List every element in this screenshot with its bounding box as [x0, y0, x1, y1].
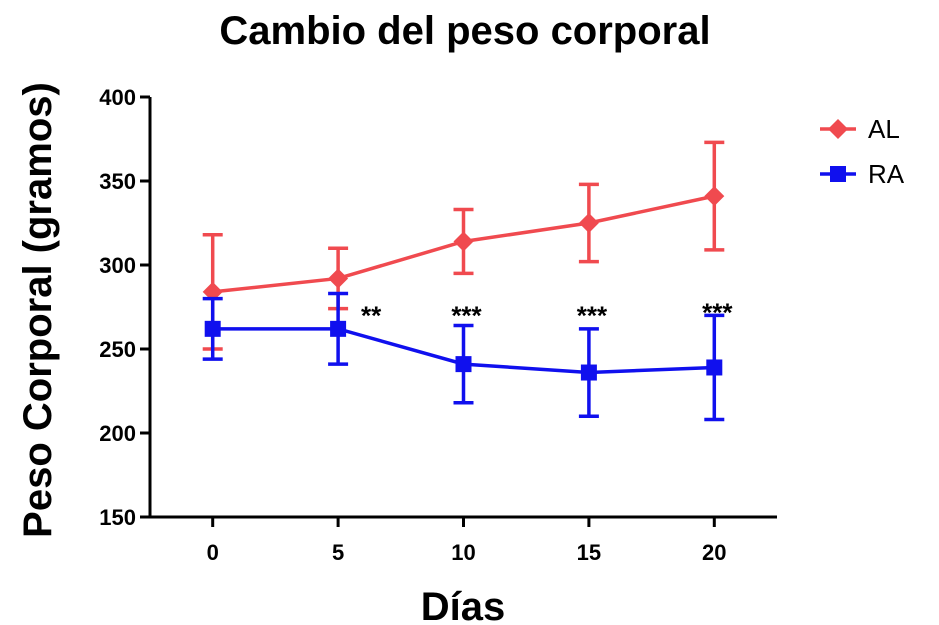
y-tick-label: 150 [99, 505, 136, 530]
y-tick-label: 350 [99, 169, 136, 194]
legend-label: RA [868, 159, 905, 189]
data-point [330, 320, 347, 337]
data-point [453, 231, 474, 252]
significance-label: *** [451, 301, 482, 331]
axes: 150 200 250 300 350 400 0 5 10 15 20 [99, 85, 726, 565]
y-axis-label: Peso Corporal (gramos) [16, 82, 60, 538]
legend-marker [828, 119, 848, 139]
y-tick-label: 400 [99, 85, 136, 110]
y-tick-label: 200 [99, 421, 136, 446]
legend: AL RA [820, 114, 905, 189]
data-point [580, 364, 597, 381]
significance-label: *** [577, 301, 608, 331]
legend-label: AL [868, 114, 900, 144]
data-point [706, 359, 723, 376]
y-tick-label: 250 [99, 337, 136, 362]
data-point [704, 186, 725, 207]
chart-title: Cambio del peso corporal [219, 9, 710, 53]
legend-marker [830, 166, 846, 182]
significance-label: ** [361, 301, 382, 331]
x-tick-label: 20 [702, 540, 726, 565]
x-axis-label: Días [421, 585, 506, 625]
data-point [328, 268, 349, 289]
y-tick-label: 300 [99, 253, 136, 278]
series-ra [202, 291, 725, 422]
x-tick-label: 15 [577, 540, 601, 565]
plot-area: ** *** *** *** [202, 140, 733, 422]
legend-item-ra: RA [820, 159, 905, 189]
significance-label: *** [702, 297, 733, 327]
legend-item-al: AL [820, 114, 900, 144]
x-tick-label: 5 [332, 540, 344, 565]
data-point [204, 320, 221, 337]
data-point [578, 213, 599, 233]
x-tick-label: 0 [207, 540, 219, 565]
x-tick-label: 10 [451, 540, 475, 565]
data-point [455, 356, 472, 373]
